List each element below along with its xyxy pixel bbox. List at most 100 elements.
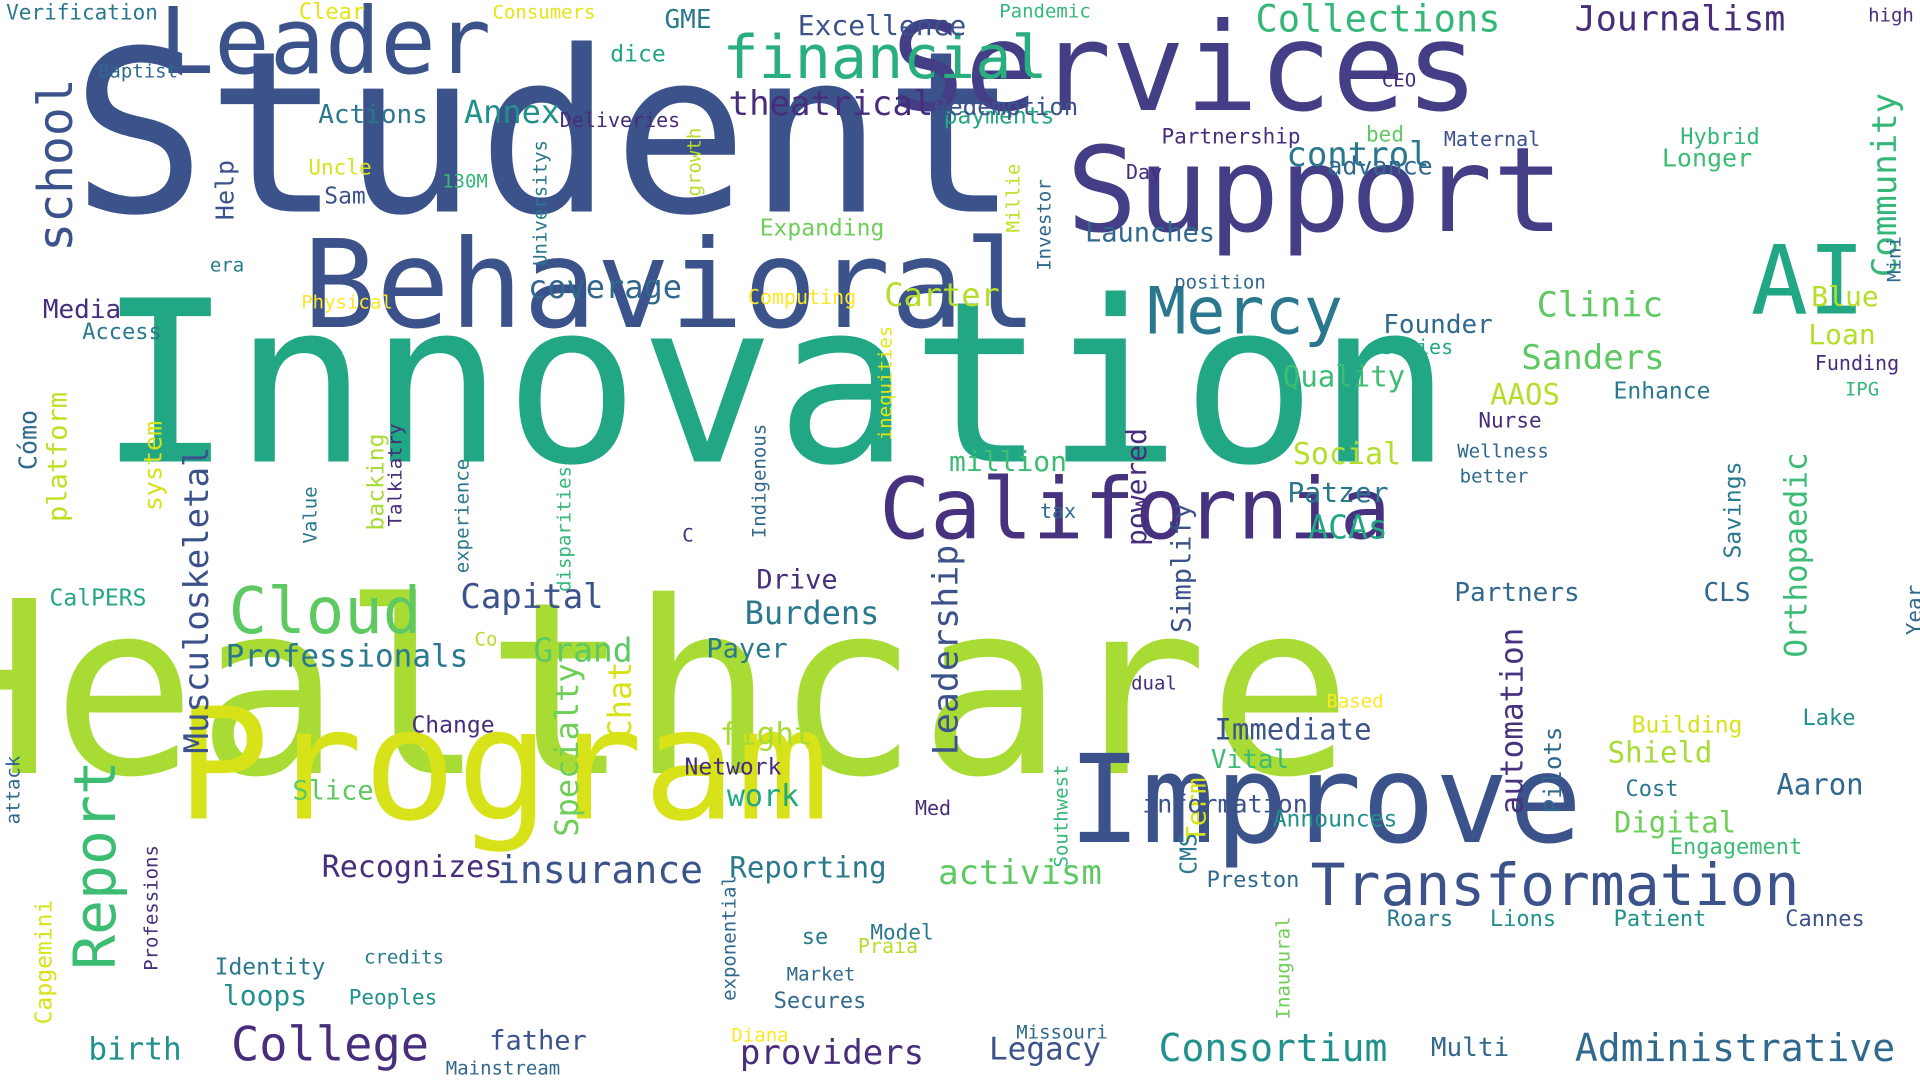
word-secures: Secures xyxy=(773,989,867,1014)
word-loops: loops xyxy=(222,979,308,1012)
word-multi: Multi xyxy=(1430,1033,1510,1063)
word-cls: CLS xyxy=(1703,578,1751,608)
word-acas: ACAs xyxy=(1308,507,1388,547)
word-aaron: Aaron xyxy=(1776,767,1864,802)
word-inequities: inequities xyxy=(874,325,897,441)
word-preston: Preston xyxy=(1206,868,1300,893)
word-pandemic: Pandemic xyxy=(999,0,1091,23)
word-network: Network xyxy=(684,754,782,781)
word-musculoskeletal: Musculoskeletal xyxy=(177,446,217,754)
word-lions: Lions xyxy=(1489,907,1557,932)
word-mainstream: Mainstream xyxy=(445,1057,561,1080)
word-disparities: disparities xyxy=(553,466,576,592)
word-market: Market xyxy=(786,963,856,986)
word-sanders: Sanders xyxy=(1521,338,1665,378)
word-coverage: coverage xyxy=(527,268,683,306)
word-partnership: Partnership xyxy=(1161,124,1301,149)
word-peoples: Peoples xyxy=(348,985,438,1010)
word-payments: payments xyxy=(943,103,1055,130)
word-praia: Praia xyxy=(857,934,919,958)
word-savings: Savings xyxy=(1720,461,1747,559)
word-immediate: Immediate xyxy=(1214,712,1372,747)
word-carter: Carter xyxy=(884,276,1000,314)
word-advance: advance xyxy=(1327,151,1433,181)
word-como: Cómo xyxy=(13,409,43,471)
word-capital: Capital xyxy=(460,577,604,617)
word-consumers: Consumers xyxy=(492,1,596,24)
word-orthopaedic: Orthopaedic xyxy=(1778,452,1815,658)
word-tax: tax xyxy=(1039,499,1077,523)
word-130m: 130M xyxy=(442,170,488,193)
word-diana: Diana xyxy=(731,1024,789,1047)
word-se: se xyxy=(801,925,829,950)
word-work: work xyxy=(726,779,800,814)
word-partners: Partners xyxy=(1454,578,1580,608)
word-consortium: Consortium xyxy=(1158,1026,1388,1070)
word-roars: Roars xyxy=(1386,907,1454,932)
word-uncle: Uncle xyxy=(308,155,372,180)
word-hybrid: Hybrid xyxy=(1680,125,1760,150)
word-chat: Chat xyxy=(601,661,639,739)
word-cms: CMS xyxy=(1176,833,1203,875)
word-value: Value xyxy=(299,486,322,544)
word-indigenous: Indigenous xyxy=(748,423,771,539)
word-professionals: Professionals xyxy=(225,638,469,675)
word-california: California xyxy=(879,460,1391,560)
word-birth: birth xyxy=(88,1031,182,1068)
word-slice: Slice xyxy=(292,775,374,807)
word-cannes: Cannes xyxy=(1785,907,1865,932)
word-legacy: Legacy xyxy=(989,1031,1101,1068)
word-school: school xyxy=(28,78,84,252)
word-ai: AI xyxy=(1750,226,1866,337)
word-gme: GME xyxy=(664,5,712,35)
word-baptist: Baptist xyxy=(97,60,179,83)
word-platform: platform xyxy=(42,391,74,523)
word-based: Based xyxy=(1326,690,1384,713)
word-identity: Identity xyxy=(214,954,326,981)
word-payer: Payer xyxy=(706,633,788,665)
word-funding: Funding xyxy=(1814,351,1900,375)
word-launches: Launches xyxy=(1084,217,1216,249)
word-automation: automation xyxy=(1494,627,1531,815)
word-journalism: Journalism xyxy=(1574,0,1786,40)
word-announces: Announces xyxy=(1272,806,1398,833)
word-administrative: Administrative xyxy=(1574,1026,1896,1070)
word-enhance: Enhance xyxy=(1613,378,1711,405)
word-missouri: Missouri xyxy=(1016,1021,1108,1044)
word-system: system xyxy=(138,420,168,512)
word-ipg: IPG xyxy=(1844,378,1880,401)
word-wellness: Wellness xyxy=(1457,440,1549,463)
word-change: Change xyxy=(411,712,495,739)
word-mercy: Mercy xyxy=(1147,274,1343,350)
word-financial: financial xyxy=(722,23,1048,93)
word-loan: Loan xyxy=(1808,318,1876,351)
word-bed: bed xyxy=(1366,122,1404,147)
word-help: Help xyxy=(210,159,240,221)
word-engagement: Engagement xyxy=(1669,835,1803,860)
word-investor: Investor xyxy=(1033,179,1056,271)
word-deliveries: Deliveries xyxy=(559,108,681,132)
word-leader: Leader xyxy=(158,0,492,95)
word-c: C xyxy=(682,524,694,547)
word-excellence: Excellence xyxy=(797,9,967,42)
word-simplify: Simplify xyxy=(1166,502,1198,634)
word-blue: Blue xyxy=(1811,280,1879,313)
word-healthcare: Healthcare xyxy=(0,550,1353,830)
word-program: Program xyxy=(176,674,830,856)
word-college: College xyxy=(230,1017,430,1073)
word-inaugural: Inaugural xyxy=(1272,916,1295,1020)
word-annex: Annex xyxy=(463,93,561,131)
word-recognizes: Recognizes xyxy=(321,850,503,885)
word-physical: Physical xyxy=(301,291,393,314)
word-shield: Shield xyxy=(1607,735,1713,770)
word-expanding: Expanding xyxy=(759,215,885,242)
word-cost: Cost xyxy=(1625,777,1679,802)
word-insurance: insurance xyxy=(497,848,703,892)
word-ceo: CEO xyxy=(1381,69,1417,92)
word-cloud: Cloud xyxy=(228,575,422,649)
word-information: information xyxy=(1142,789,1308,819)
word-activism: activism xyxy=(938,853,1102,893)
word-redemption: Redemption xyxy=(933,93,1079,121)
word-patzer: Patzer xyxy=(1287,476,1389,509)
word-verification: Verification xyxy=(6,0,158,25)
